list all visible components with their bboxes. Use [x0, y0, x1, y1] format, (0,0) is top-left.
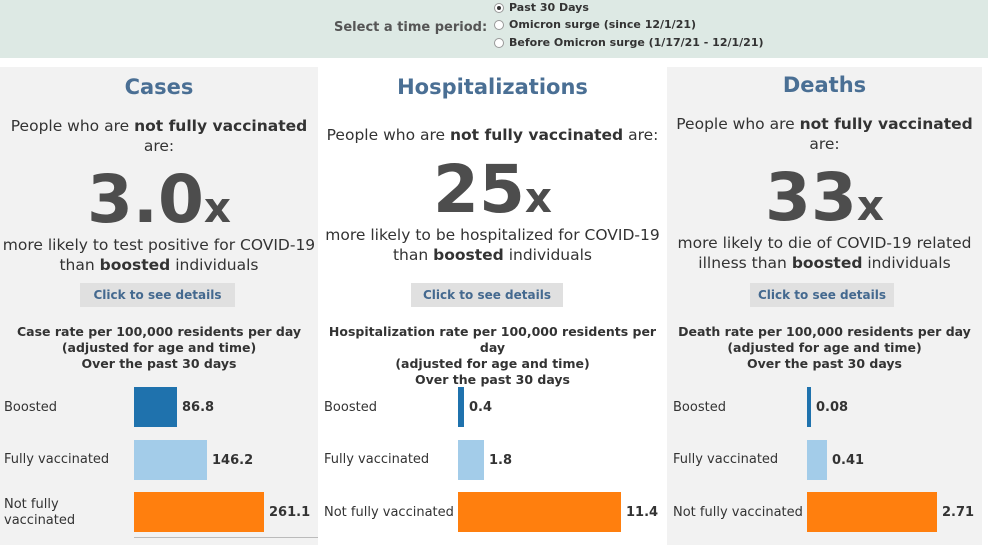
multiplier-value: 25x — [318, 157, 667, 223]
intro-bold: not fully vaccinated — [449, 126, 624, 144]
bar-boosted[interactable] — [458, 387, 464, 427]
sub-bold: boosted — [433, 246, 504, 264]
bar-label-boosted: Boosted — [4, 400, 57, 415]
bar-not-fully-vaccinated[interactable] — [134, 492, 264, 532]
bar-label-fully-vaccinated: Fully vaccinated — [673, 452, 779, 467]
bar-label-fully-vaccinated: Fully vaccinated — [4, 452, 110, 467]
cases-panel: Cases People who are not fully vaccinate… — [0, 67, 318, 545]
multiplier-number: 25 — [433, 151, 525, 228]
axis-baseline — [134, 537, 318, 538]
rate-adjusted-text: (adjusted for age and time) — [61, 340, 257, 355]
option-label: Omicron surge (since 12/1/21) — [509, 18, 697, 31]
sub-pre: more likely to be hospitalized for COVID… — [325, 226, 660, 244]
multiplier-number: 33 — [765, 159, 857, 236]
likelihood-text: more likely to die of COVID-19 related i… — [667, 233, 982, 273]
rate-period-text: Over the past 30 days — [415, 372, 570, 387]
details-button[interactable]: Click to see details — [750, 283, 894, 307]
bar-label-not-fully-vaccinated: Not fully vaccinated — [673, 505, 803, 520]
sub-mid: than — [392, 246, 434, 264]
bar-value-fully-vaccinated: 146.2 — [212, 453, 254, 468]
rate-period-text: Over the past 30 days — [81, 356, 237, 371]
rate-period-text: Over the past 30 days — [747, 356, 902, 371]
multiplier-value: 3.0x — [0, 167, 318, 233]
intro-pre: People who are — [10, 117, 135, 135]
details-button[interactable]: Click to see details — [411, 283, 563, 307]
intro-bold: not fully vaccinated — [134, 117, 308, 135]
multiplier-value: 33x — [667, 165, 982, 231]
bar-label-boosted: Boosted — [324, 400, 377, 415]
bar-value-not-fully-vaccinated: 2.71 — [942, 505, 975, 520]
sub-pre: more likely to test positive for COVID-1… — [2, 236, 316, 254]
bar-fully-vaccinated[interactable] — [807, 440, 827, 480]
bar-label-not-fully-vaccinated: Not fully vaccinated — [324, 505, 454, 520]
sub-bold: boosted — [99, 256, 171, 274]
rate-title-text: Hospitalization rate per 100,000 residen… — [328, 324, 657, 355]
bar-fully-vaccinated[interactable] — [458, 440, 484, 480]
rate-title: Death rate per 100,000 residents per day… — [667, 324, 982, 372]
time-period-label: Select a time period: — [334, 20, 488, 35]
rate-title-text: Death rate per 100,000 residents per day — [678, 324, 971, 339]
intro-bold: not fully vaccinated — [799, 115, 973, 133]
bar-value-fully-vaccinated: 0.41 — [832, 453, 865, 468]
bar-label-fully-vaccinated: Fully vaccinated — [324, 452, 430, 467]
sub-bold: boosted — [791, 254, 863, 272]
deaths-panel: Deaths People who are not fully vaccinat… — [667, 67, 982, 545]
intro-post: are: — [623, 126, 659, 144]
radio-selected-icon[interactable] — [494, 2, 504, 13]
multiplier-x: x — [524, 173, 552, 222]
bar-not-fully-vaccinated[interactable] — [807, 492, 937, 532]
intro-text: People who are not fully vaccinated are: — [0, 116, 318, 156]
intro-post: are: — [809, 135, 840, 153]
intro-pre: People who are — [676, 115, 800, 133]
intro-post: are: — [143, 137, 175, 155]
bar-value-not-fully-vaccinated: 261.1 — [269, 505, 311, 520]
likelihood-text: more likely to be hospitalized for COVID… — [318, 225, 667, 265]
rate-adjusted-text: (adjusted for age and time) — [395, 356, 590, 371]
multiplier-x: x — [203, 183, 231, 232]
multiplier-x: x — [856, 181, 884, 230]
rate-title-text: Case rate per 100,000 residents per day — [16, 324, 302, 339]
bar-label-boosted: Boosted — [673, 400, 726, 415]
option-omicron-surge[interactable]: Omicron surge (since 12/1/21) — [494, 18, 696, 31]
bar-boosted[interactable] — [134, 387, 177, 427]
bar-boosted[interactable] — [807, 387, 811, 427]
likelihood-text: more likely to test positive for COVID-1… — [0, 235, 318, 275]
bar-value-boosted: 0.08 — [816, 400, 849, 415]
radio-icon[interactable] — [494, 37, 504, 48]
bar-not-fully-vaccinated[interactable] — [458, 492, 621, 532]
sub-post: individuals — [170, 256, 259, 274]
bar-value-fully-vaccinated: 1.8 — [489, 453, 513, 468]
time-period-selector: Select a time period: Past 30 Days Omicr… — [0, 0, 988, 58]
bar-value-boosted: 0.4 — [469, 400, 493, 415]
bar-value-not-fully-vaccinated: 11.4 — [626, 505, 659, 520]
bar-fully-vaccinated[interactable] — [134, 440, 207, 480]
sub-post: individuals — [503, 246, 593, 264]
sub-pre: more likely to die of COVID-19 related — [677, 234, 972, 252]
sub-mid: illness than — [698, 254, 792, 272]
multiplier-number: 3.0 — [86, 161, 204, 238]
option-before-omicron[interactable]: Before Omicron surge (1/17/21 - 12/1/21) — [494, 36, 764, 49]
panel-title: Deaths — [782, 73, 867, 97]
rate-title: Hospitalization rate per 100,000 residen… — [318, 324, 667, 388]
option-label: Before Omicron surge (1/17/21 - 12/1/21) — [509, 36, 764, 49]
panel-title: Hospitalizations — [397, 75, 588, 99]
bar-value-boosted: 86.8 — [182, 400, 215, 415]
hospitalizations-panel: Hospitalizations People who are not full… — [318, 67, 667, 545]
sub-mid: than — [59, 256, 100, 274]
option-label: Past 30 Days — [509, 1, 589, 14]
option-past-30-days[interactable]: Past 30 Days — [494, 1, 589, 14]
intro-text: People who are not fully vaccinated are: — [318, 125, 667, 145]
bar-label-not-fully-vaccinated: Not fully vaccinated — [4, 497, 76, 528]
radio-icon[interactable] — [494, 19, 504, 30]
panel-title: Cases — [124, 75, 194, 99]
rate-title: Case rate per 100,000 residents per day … — [0, 324, 318, 372]
sub-post: individuals — [862, 254, 951, 272]
details-button[interactable]: Click to see details — [80, 283, 235, 307]
intro-pre: People who are — [326, 126, 450, 144]
rate-adjusted-text: (adjusted for age and time) — [727, 340, 922, 355]
intro-text: People who are not fully vaccinated are: — [667, 114, 982, 154]
